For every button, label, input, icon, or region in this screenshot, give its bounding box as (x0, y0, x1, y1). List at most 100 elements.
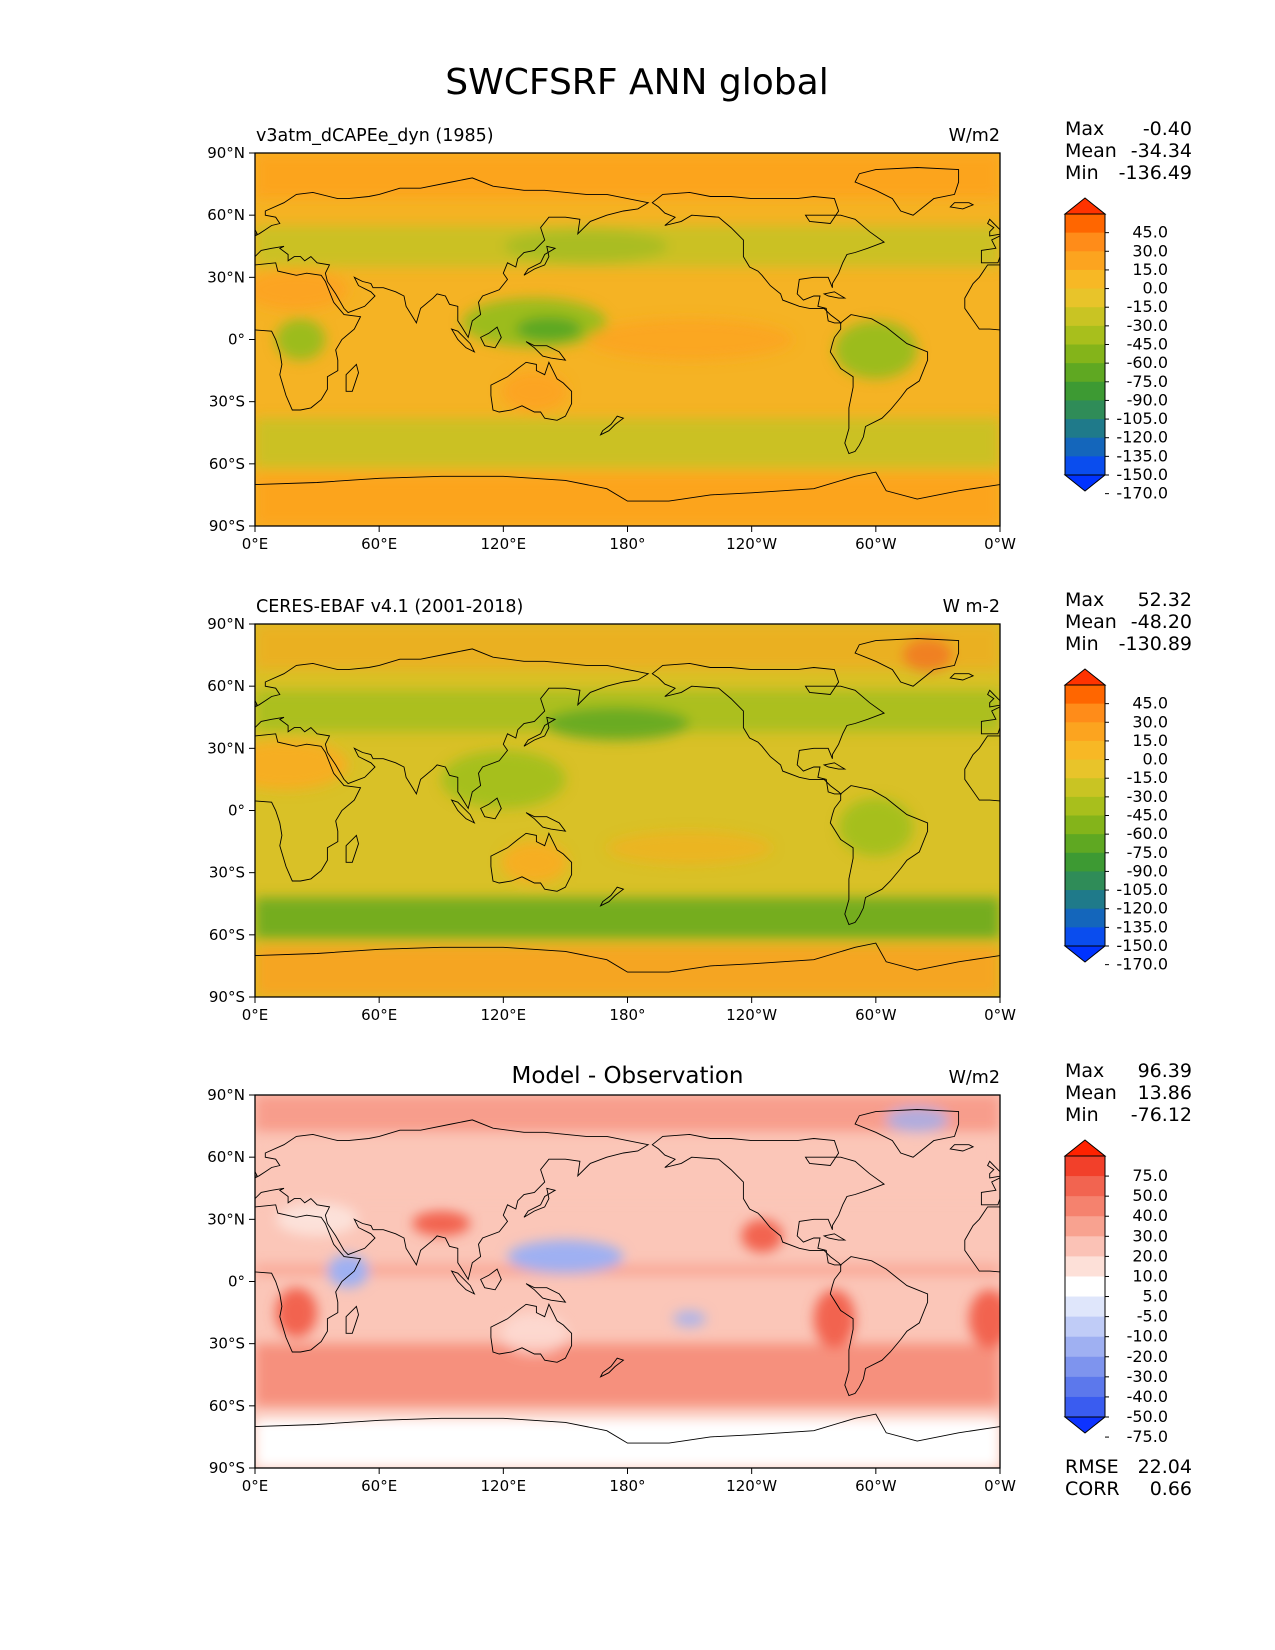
y-tick-label: 90°N (207, 144, 245, 162)
panel-reference: 0°E 60°E 120°E 180° 120°W 60°W 0°W 90°N 60°N 30°N… (207, 589, 1275, 1024)
x-tick-label: 0°E (242, 1477, 269, 1495)
coastlines (255, 638, 1275, 997)
coastline-madagascar (345, 834, 359, 863)
stat-label: Min (1065, 162, 1099, 184)
colorbar-segment (1065, 815, 1105, 835)
field-antarctic (255, 474, 1000, 526)
colorbar-label: -120.0 (1116, 899, 1168, 918)
colorbar-label: -40.0 (1127, 1387, 1168, 1406)
colorbar-label: -120.0 (1116, 428, 1168, 447)
y-tick-label: 0° (228, 1273, 245, 1291)
colorbar-label: -30.0 (1127, 316, 1168, 335)
panel-title-left: CERES-EBAF v4.1 (2001-2018) (256, 597, 523, 617)
coastline-nz (599, 1357, 625, 1378)
colorbar-segment (1065, 1236, 1105, 1257)
x-tick-label: 0°W (984, 1477, 1016, 1495)
panel-units: W/m2 (949, 126, 1000, 146)
field-spcz-negative (673, 1310, 707, 1328)
field-warm-pool-core (515, 316, 582, 342)
coastline-cuba (822, 762, 847, 770)
field-sahara (255, 269, 349, 311)
field-sp-subtropics (606, 831, 773, 865)
stat-value: -0.40 (1143, 118, 1192, 140)
field-layer (255, 1095, 1000, 1468)
coastline-newguinea (525, 341, 567, 361)
stat-value: -48.20 (1131, 611, 1192, 633)
y-tick-label: 90°N (207, 1086, 245, 1104)
x-tick-label: 0°W (984, 535, 1016, 553)
colorbar-segment (1065, 363, 1105, 383)
y-tick-label: 90°N (207, 615, 245, 633)
colorbar-label: -45.0 (1127, 335, 1168, 354)
coastline-eurasia (255, 1119, 650, 1281)
coastline-uk (255, 229, 258, 235)
coastline-japan (1269, 717, 1275, 746)
coastline-uk (987, 218, 1000, 237)
field-greenland-negative (886, 1107, 949, 1133)
coastline-samerica (829, 785, 929, 926)
stat-value: -34.34 (1131, 140, 1192, 162)
coastline-eurasia (255, 177, 650, 339)
colorbar-segment (1065, 214, 1105, 234)
x-tick-label: 180° (609, 1477, 645, 1495)
field-sahara (255, 740, 349, 790)
colorbar-label: 45.0 (1132, 223, 1168, 242)
coastline-japan (1269, 1188, 1275, 1217)
colorbar-extend-bottom (1063, 1416, 1107, 1434)
panel-units: W/m2 (949, 1068, 1000, 1088)
colorbar-label: -75.0 (1127, 1427, 1168, 1446)
field-amazon (834, 320, 918, 379)
colorbar-label: -150.0 (1116, 936, 1168, 955)
x-tick-label: 60°W (855, 535, 897, 553)
colorbar-label: 30.0 (1132, 241, 1168, 260)
coastline-africa (255, 733, 362, 882)
field-itcz (255, 1264, 1000, 1276)
map-area (255, 1095, 1000, 1468)
colorbar-extend-bottom (1063, 474, 1107, 492)
field-nh-midlat (255, 1136, 1000, 1199)
colorbar-segment (1065, 685, 1105, 705)
field-congo (275, 318, 326, 361)
colorbar-segment (1065, 381, 1105, 401)
colorbar-label: -170.0 (1116, 484, 1168, 503)
figure-title: SWCFSRF ANN global (445, 62, 828, 103)
colorbar-extend-top (1063, 197, 1107, 215)
stat-value: 0.66 (1150, 1478, 1192, 1500)
coastline-japan (523, 716, 557, 747)
coastline-borneo (1226, 1269, 1247, 1290)
coastline-borneo (479, 1268, 502, 1291)
colorbar-segment (1065, 890, 1105, 910)
colorbar-segment (1065, 1196, 1105, 1217)
colorbar-label: -170.0 (1116, 955, 1168, 974)
coastline-japan (1269, 246, 1275, 275)
colorbar-segment (1065, 1356, 1105, 1378)
field-australia (501, 841, 568, 884)
stat-label: Mean (1065, 140, 1117, 162)
map-area (255, 624, 1000, 997)
field-africa-land (275, 1202, 359, 1236)
coastline-eurasia (255, 648, 650, 810)
y-tick-label: 60°S (209, 455, 245, 473)
y-tick-label: 60°N (207, 1148, 245, 1166)
colorbar-segment (1065, 759, 1105, 779)
x-tick-label: 120°E (481, 1006, 527, 1024)
x-tick-label: 0°E (242, 535, 269, 553)
panel-difference: 0°E 60°E 120°E 180° 120°W 60°W 0°W 90°N 60°N 30°N… (207, 1060, 1275, 1500)
colorbar-segment (1065, 288, 1105, 308)
x-tick-label: 120°E (481, 535, 527, 553)
coastline-newguinea (525, 812, 567, 832)
coastline-greenland (854, 1109, 960, 1158)
x-tick-label: 60°W (855, 1477, 897, 1495)
y-tick-label: 60°S (209, 1397, 245, 1415)
colorbar-label: -60.0 (1127, 824, 1168, 843)
colorbar-label: 15.0 (1132, 731, 1168, 750)
x-tick-label: 60°W (855, 1006, 897, 1024)
colorbar-segment (1065, 1256, 1105, 1277)
colorbar-label: 30.0 (1132, 712, 1168, 731)
colorbar-segment (1065, 852, 1105, 872)
colorbar-label: -135.0 (1116, 917, 1168, 936)
colorbar-segment (1065, 419, 1105, 439)
field-arctic (255, 624, 1000, 670)
coastline-newguinea (1271, 813, 1275, 832)
colorbar-segment (1065, 1296, 1105, 1318)
